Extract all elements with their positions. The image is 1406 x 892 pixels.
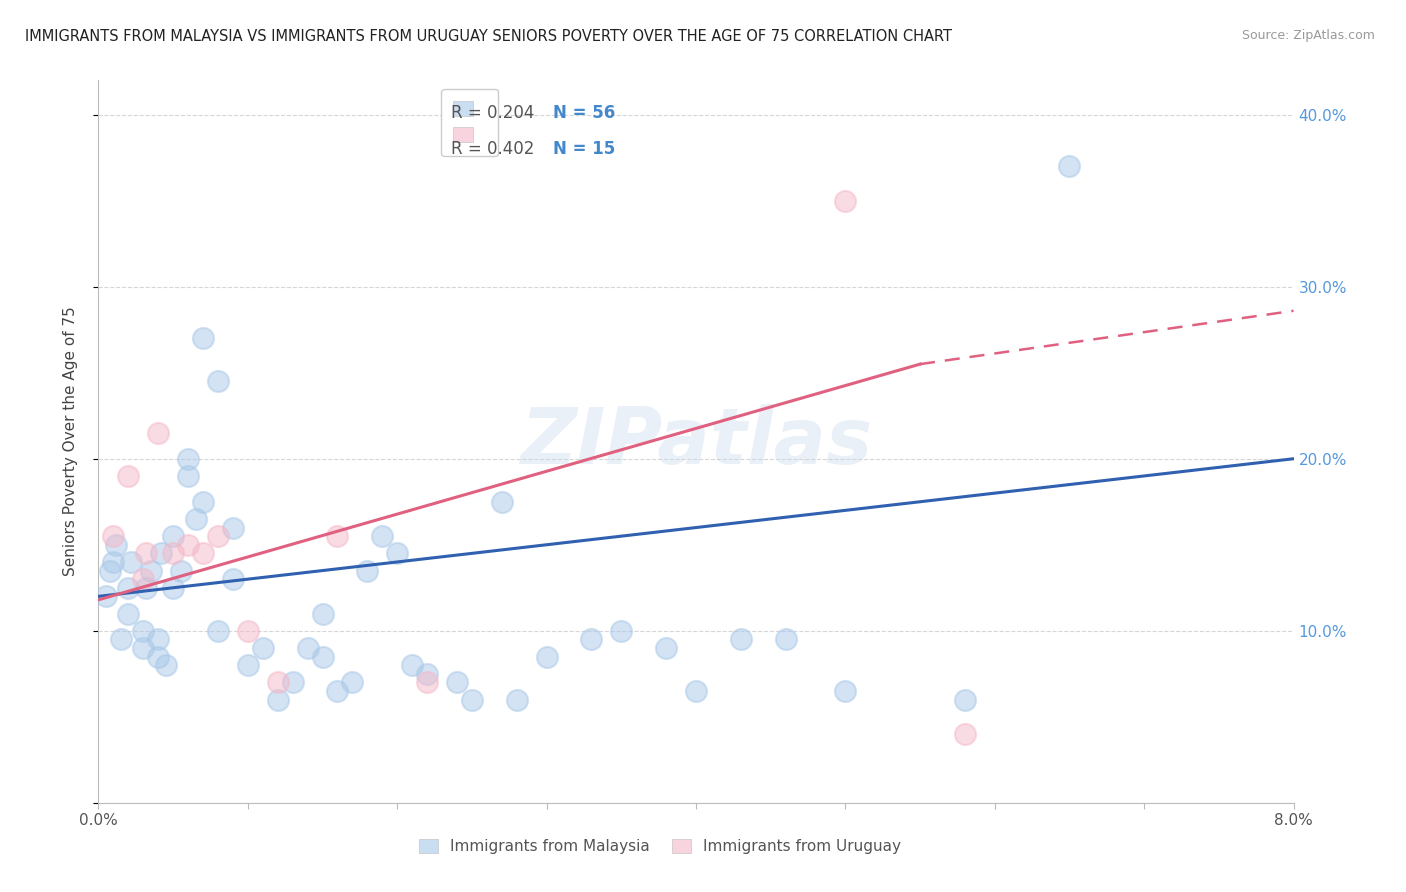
Point: [222, 572, 245, 586]
Point: [311, 607, 333, 621]
Point: [610, 624, 633, 638]
Text: R = 0.402: R = 0.402: [451, 140, 534, 158]
Point: [148, 425, 170, 440]
Point: [162, 529, 184, 543]
Text: ZIPatlas: ZIPatlas: [520, 403, 872, 480]
Legend: Immigrants from Malaysia, Immigrants from Uruguay: Immigrants from Malaysia, Immigrants fro…: [413, 833, 907, 860]
Point: [177, 451, 200, 466]
Point: [132, 572, 155, 586]
Point: [148, 632, 170, 647]
Point: [953, 692, 976, 706]
Text: IMMIGRANTS FROM MALAYSIA VS IMMIGRANTS FROM URUGUAY SENIORS POVERTY OVER THE AGE: IMMIGRANTS FROM MALAYSIA VS IMMIGRANTS F…: [25, 29, 952, 44]
Point: [150, 546, 173, 560]
Point: [311, 649, 333, 664]
Point: [401, 658, 423, 673]
Point: [416, 666, 439, 681]
Point: [416, 675, 439, 690]
Point: [655, 640, 678, 655]
Point: [834, 194, 856, 208]
Point: [207, 624, 229, 638]
Text: R = 0.204: R = 0.204: [451, 103, 534, 122]
Point: [110, 632, 132, 647]
Point: [135, 546, 157, 560]
Point: [342, 675, 364, 690]
Point: [1059, 159, 1081, 173]
Point: [281, 675, 304, 690]
Point: [834, 684, 856, 698]
Point: [385, 546, 409, 560]
Point: [117, 581, 139, 595]
Point: [184, 512, 207, 526]
Point: [446, 675, 468, 690]
Point: [132, 624, 155, 638]
Point: [162, 546, 184, 560]
Point: [685, 684, 707, 698]
Text: Source: ZipAtlas.com: Source: ZipAtlas.com: [1241, 29, 1375, 42]
Point: [536, 649, 558, 664]
Point: [207, 375, 229, 389]
Point: [297, 640, 319, 655]
Point: [169, 564, 191, 578]
Text: N = 15: N = 15: [553, 140, 614, 158]
Point: [506, 692, 529, 706]
Point: [356, 564, 378, 578]
Point: [94, 590, 117, 604]
Point: [132, 640, 155, 655]
Point: [103, 555, 125, 569]
Point: [581, 632, 603, 647]
Point: [236, 658, 259, 673]
Y-axis label: Seniors Poverty Over the Age of 75: Seniors Poverty Over the Age of 75: [63, 307, 77, 576]
Point: [105, 538, 128, 552]
Point: [207, 529, 229, 543]
Point: [267, 692, 290, 706]
Point: [117, 469, 139, 483]
Point: [775, 632, 797, 647]
Point: [162, 581, 184, 595]
Point: [191, 494, 214, 508]
Point: [177, 538, 200, 552]
Point: [953, 727, 976, 741]
Point: [222, 520, 245, 534]
Point: [267, 675, 290, 690]
Point: [236, 624, 259, 638]
Point: [103, 529, 125, 543]
Point: [326, 684, 349, 698]
Point: [98, 564, 122, 578]
Point: [117, 607, 139, 621]
Point: [177, 469, 200, 483]
Point: [191, 546, 214, 560]
Point: [191, 331, 214, 345]
Text: N = 56: N = 56: [553, 103, 614, 122]
Point: [155, 658, 177, 673]
Point: [139, 564, 162, 578]
Point: [461, 692, 484, 706]
Point: [371, 529, 394, 543]
Point: [252, 640, 274, 655]
Point: [148, 649, 170, 664]
Point: [491, 494, 513, 508]
Point: [120, 555, 142, 569]
Point: [730, 632, 752, 647]
Point: [326, 529, 349, 543]
Point: [135, 581, 157, 595]
